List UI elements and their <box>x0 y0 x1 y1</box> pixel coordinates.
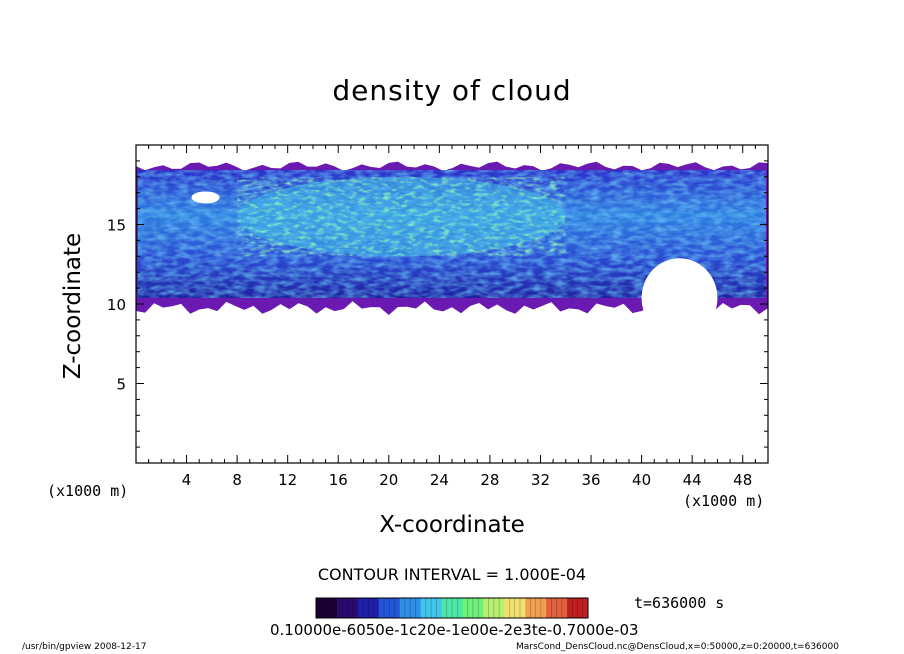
y-tick-label: 10 <box>107 296 126 314</box>
x-tick-label: 8 <box>232 471 242 489</box>
x-tick-label: 36 <box>581 471 600 489</box>
time-label: t=636000 s <box>634 594 725 612</box>
colorbar-swatch <box>483 598 505 618</box>
x-axis-label: X-coordinate <box>379 512 525 538</box>
colorbar-swatch <box>441 598 463 618</box>
x-axis-unit-left: (x1000 m) <box>47 482 129 500</box>
colorbar-tick-labels: 0.10000e-6050e-1c20e-1e00e-2e3te-0.7000e… <box>270 621 639 639</box>
colorbar-swatch <box>462 598 484 618</box>
y-tick-label: 5 <box>116 376 126 394</box>
cloud-gap <box>641 258 718 338</box>
colorbar-swatch <box>567 598 589 618</box>
x-tick-label: 32 <box>531 471 550 489</box>
x-tick-label: 4 <box>182 471 192 489</box>
colorbar-swatch <box>399 598 422 618</box>
footer-data-source: MarsCond_DensCloud.nc@DensCloud,x=0:5000… <box>516 642 839 652</box>
x-tick-label: 20 <box>379 471 398 489</box>
chart-title: density of cloud <box>332 74 572 107</box>
colorbar-swatch <box>504 598 526 618</box>
x-tick-label: 12 <box>278 471 297 489</box>
x-tick-label: 28 <box>480 471 499 489</box>
colorbar-swatch <box>546 598 568 618</box>
colorbar-swatch <box>378 598 401 618</box>
colorbar-swatch <box>316 598 338 618</box>
footer-program-date: /usr/bin/gpview 2008-12-17 <box>22 642 147 652</box>
cloud-green-patches <box>237 176 566 257</box>
y-tick-label: 15 <box>107 217 126 235</box>
colorbar-swatch <box>525 598 547 618</box>
colorbar-swatch <box>420 598 443 618</box>
contour-interval-label: CONTOUR INTERVAL = 1.000E-04 <box>317 565 587 584</box>
x-tick-label: 44 <box>683 471 702 489</box>
x-tick-label: 24 <box>430 471 449 489</box>
colorbar-frame <box>315 597 589 619</box>
colorbar-swatch <box>357 598 380 618</box>
colorbar-swatch <box>336 598 359 618</box>
x-tick-label: 48 <box>733 471 752 489</box>
y-axis-label: Z-coordinate <box>60 232 86 380</box>
x-axis-unit-right: (x1000 m) <box>683 492 765 510</box>
x-tick-label: 16 <box>329 471 348 489</box>
x-tick-label: 40 <box>632 471 651 489</box>
cloud-hole <box>191 191 220 204</box>
